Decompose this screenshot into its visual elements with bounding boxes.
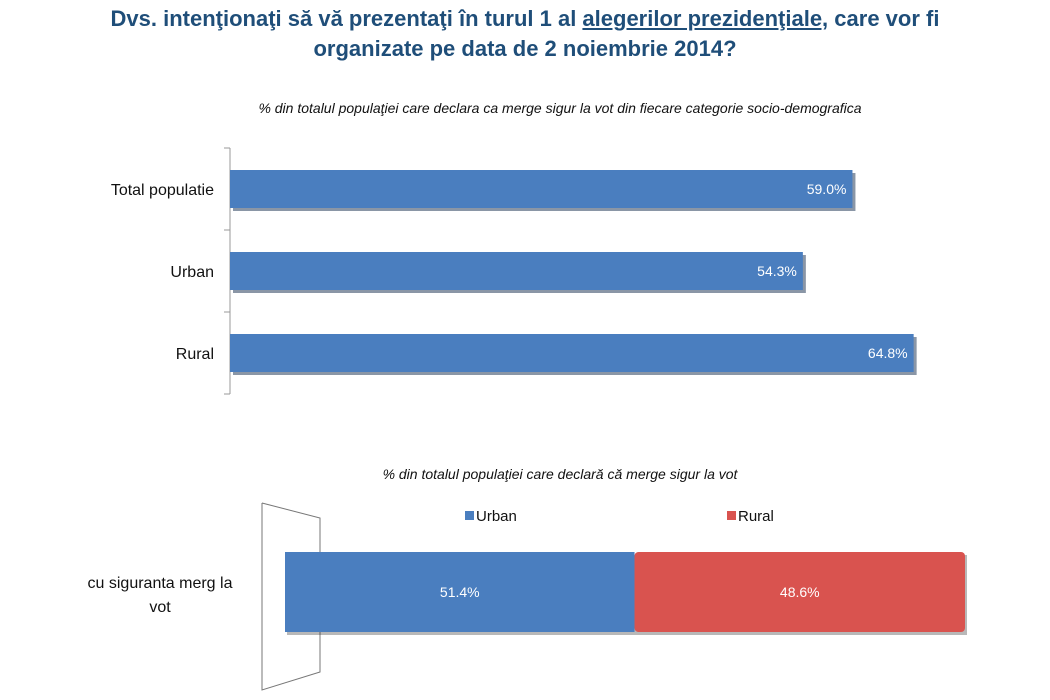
value-label: 54.3%: [757, 263, 797, 279]
title-part2: care vor fi: [828, 6, 940, 31]
chart1-subtitle: % din totalul populaţiei care declara ca…: [258, 100, 862, 116]
bar-urban: [230, 252, 803, 290]
category-label: Total populatie: [111, 182, 214, 199]
value-label: 64.8%: [868, 345, 908, 361]
value-label: 59.0%: [807, 181, 847, 197]
category-label-line: cu siguranta merg la: [88, 575, 233, 592]
legend-swatch-urban: [465, 511, 474, 520]
segment-urban: [285, 552, 635, 632]
chart2-subtitle: % din totalul populaţiei care declară că…: [382, 466, 738, 482]
bar-total-populatie: [230, 170, 853, 208]
title-part1: Dvs. intenţionaţi să vă prezentaţi în tu…: [110, 6, 583, 31]
category-label-line: vot: [149, 599, 171, 616]
legend-label: Rural: [738, 508, 774, 525]
title-underlined: alegerilor prezidenţiale,: [582, 6, 829, 31]
chart-title: Dvs. intenţionaţi să vă prezentaţi în tu…: [0, 4, 1050, 64]
segment-value-label: 51.4%: [440, 584, 480, 600]
legend-label: Urban: [476, 508, 517, 525]
segment-rural: [634, 552, 965, 632]
legend-swatch-rural: [727, 511, 736, 520]
axis-wall: [261, 502, 321, 691]
segment-value-label: 48.6%: [780, 584, 820, 600]
category-label: Urban: [170, 264, 214, 281]
category-label: Rural: [176, 346, 214, 363]
bar-rural: [230, 334, 914, 372]
title-line2: organizate pe data de 2 noiembrie 2014?: [313, 36, 737, 61]
